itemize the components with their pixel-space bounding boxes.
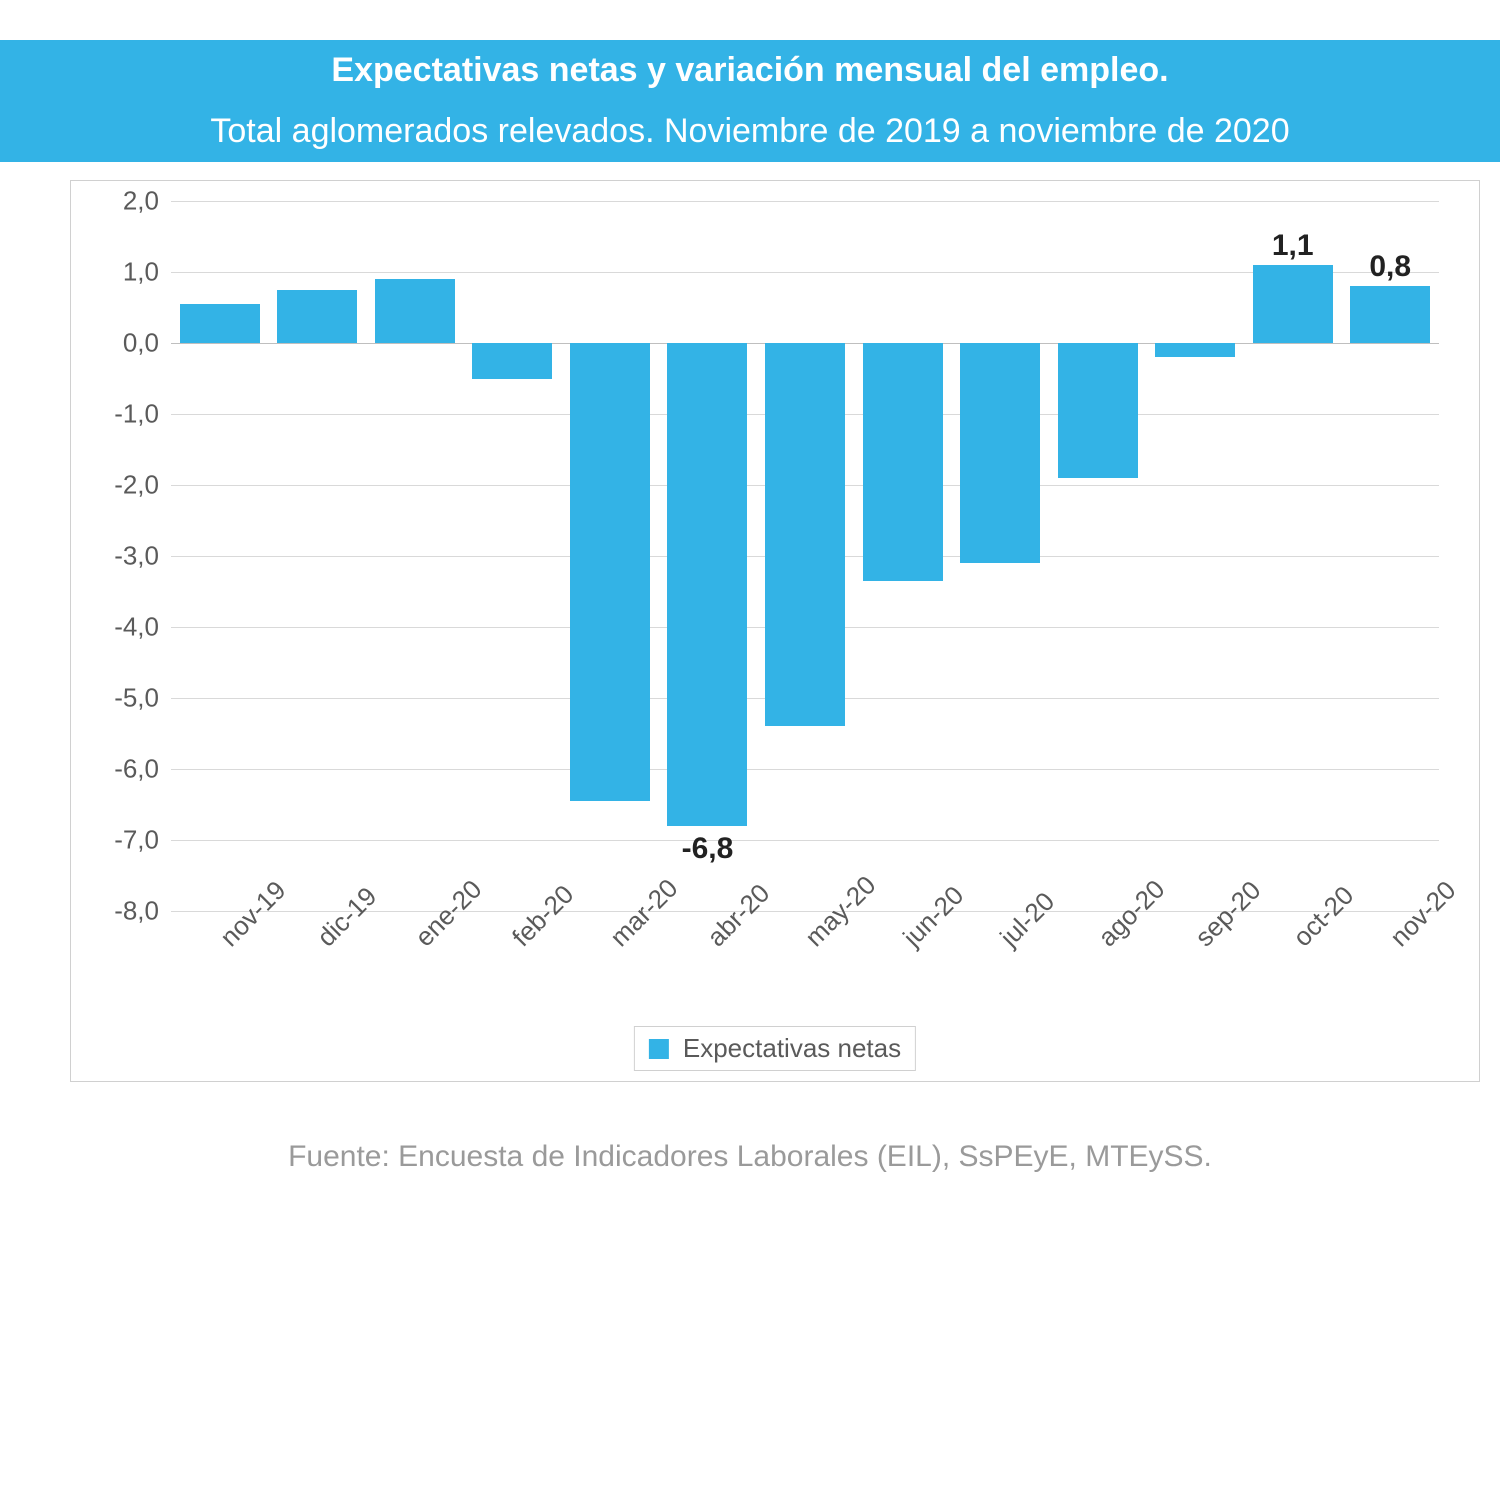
- gridline: [171, 840, 1439, 841]
- bar: [1058, 343, 1138, 478]
- xtick-label: nov-20: [1384, 875, 1462, 953]
- xtick-label: mar-20: [604, 873, 684, 953]
- xtick-label: jul-20: [994, 886, 1061, 953]
- gridline: [171, 769, 1439, 770]
- legend: Expectativas netas: [634, 1026, 916, 1071]
- ytick-label: -6,0: [114, 754, 171, 785]
- bar: [863, 343, 943, 581]
- data-label: -6,8: [682, 832, 734, 866]
- xtick-label: feb-20: [506, 879, 580, 953]
- source-text: Fuente: Encuesta de Indicadores Laborale…: [288, 1140, 1212, 1173]
- xtick-label: nov-19: [214, 875, 292, 953]
- chart-subtitle-band: Total aglomerados relevados. Noviembre d…: [0, 100, 1500, 162]
- chart-canvas: Expectativas netas y variación mensual d…: [0, 0, 1500, 1500]
- gridline: [171, 272, 1439, 273]
- ytick-label: -1,0: [114, 399, 171, 430]
- ytick-label: 0,0: [123, 328, 171, 359]
- chart-title-band: Expectativas netas y variación mensual d…: [0, 40, 1500, 100]
- bar: [180, 304, 260, 343]
- xtick-label: ene-20: [409, 874, 488, 953]
- xtick-label: abr-20: [701, 878, 776, 953]
- xtick-label: oct-20: [1287, 880, 1360, 953]
- chart-frame: -8,0 -7,0 -6,0 -5,0 -4,0 -3,0 -2,0 -1,0 0,0 1,0 2,…: [70, 180, 1480, 1082]
- bar: [1350, 286, 1430, 343]
- plot-area: -8,0-7,0-6,0-5,0-4,0-3,0-2,0-1,00,01,02,…: [171, 201, 1439, 911]
- data-label: 1,1: [1272, 229, 1314, 263]
- bar: [277, 290, 357, 343]
- ytick-label: -3,0: [114, 541, 171, 572]
- ytick-label: -4,0: [114, 612, 171, 643]
- bar: [1155, 343, 1235, 357]
- bar: [375, 279, 455, 343]
- xtick-label: jun-20: [897, 880, 970, 953]
- chart-title: Expectativas netas y variación mensual d…: [331, 51, 1168, 90]
- bar: [960, 343, 1040, 563]
- source-note: Fuente: Encuesta de Indicadores Laborale…: [0, 1140, 1500, 1174]
- ytick-label: -8,0: [114, 896, 171, 927]
- bar: [570, 343, 650, 801]
- xtick-label: sep-20: [1189, 875, 1267, 953]
- chart-subtitle: Total aglomerados relevados. Noviembre d…: [210, 112, 1289, 151]
- xtick-label: dic-19: [311, 881, 383, 953]
- bar: [667, 343, 747, 826]
- ytick-label: -5,0: [114, 683, 171, 714]
- legend-label: Expectativas netas: [683, 1033, 901, 1064]
- legend-swatch: [649, 1039, 669, 1059]
- ytick-label: 1,0: [123, 257, 171, 288]
- gridline: [171, 201, 1439, 202]
- bar: [765, 343, 845, 726]
- ytick-label: -7,0: [114, 825, 171, 856]
- xtick-label: ago-20: [1092, 874, 1171, 953]
- ytick-label: -2,0: [114, 470, 171, 501]
- bar: [1253, 265, 1333, 343]
- ytick-label: 2,0: [123, 186, 171, 217]
- data-label: 0,8: [1369, 250, 1411, 284]
- bar: [472, 343, 552, 379]
